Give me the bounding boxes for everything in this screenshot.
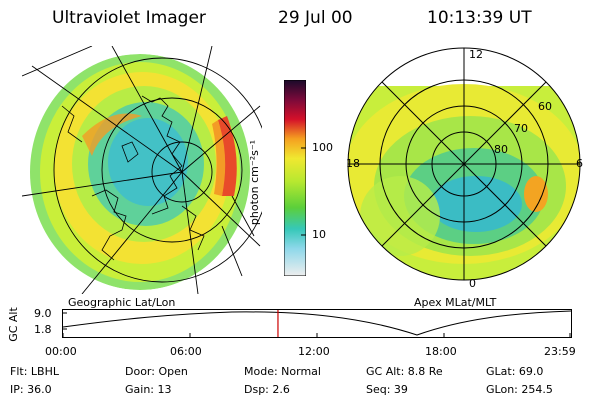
geographic-caption: Geographic Lat/Lon xyxy=(68,296,176,309)
info-dsp: Dsp: 2.6 xyxy=(244,383,290,396)
altitude-ytick-9: 9.0 xyxy=(34,307,52,320)
info-ip: IP: 36.0 xyxy=(10,383,52,396)
time-tick-1200: 12:00 xyxy=(298,345,330,358)
apex-polar-map xyxy=(347,47,581,281)
info-glat: GLat: 69.0 xyxy=(486,365,544,378)
info-glon: GLon: 254.5 xyxy=(486,383,553,396)
mlt-label-0: 0 xyxy=(469,277,476,290)
time-tick-1800: 18:00 xyxy=(425,345,457,358)
mlt-label-6: 6 xyxy=(576,157,583,170)
altitude-plot xyxy=(62,309,572,338)
mlt-label-18: 18 xyxy=(346,157,360,170)
geographic-map xyxy=(22,46,262,294)
info-gain: Gain: 13 xyxy=(125,383,172,396)
mlt-label-12: 12 xyxy=(469,48,483,61)
colorbar-unit-label: photon cm⁻²s⁻¹ xyxy=(248,139,262,226)
time-tick-0600: 06:00 xyxy=(170,345,202,358)
time-tick-0000: 00:00 xyxy=(45,345,77,358)
altitude-ylabel: GC Alt xyxy=(6,307,20,342)
mlat-label-60: 60 xyxy=(538,100,552,113)
mlat-label-70: 70 xyxy=(514,122,528,135)
color-scale-bar xyxy=(284,80,306,276)
apex-caption: Apex MLat/MLT xyxy=(414,296,497,309)
info-filter: Flt: LBHL xyxy=(10,365,59,378)
time-tick-2359: 23:59 xyxy=(544,345,576,358)
colorbar-tick-10: 10 xyxy=(312,228,326,241)
info-gc-alt: GC Alt: 8.8 Re xyxy=(366,365,443,378)
info-seq: Seq: 39 xyxy=(366,383,408,396)
time-label: 10:13:39 UT xyxy=(427,8,532,28)
info-door: Door: Open xyxy=(125,365,188,378)
altitude-ytick-1-8: 1.8 xyxy=(34,323,52,336)
date-label: 29 Jul 00 xyxy=(278,8,353,28)
colorbar-tick-100: 100 xyxy=(312,141,333,154)
info-mode: Mode: Normal xyxy=(244,365,321,378)
mlat-label-80: 80 xyxy=(494,143,508,156)
app-title: Ultraviolet Imager xyxy=(52,8,206,28)
